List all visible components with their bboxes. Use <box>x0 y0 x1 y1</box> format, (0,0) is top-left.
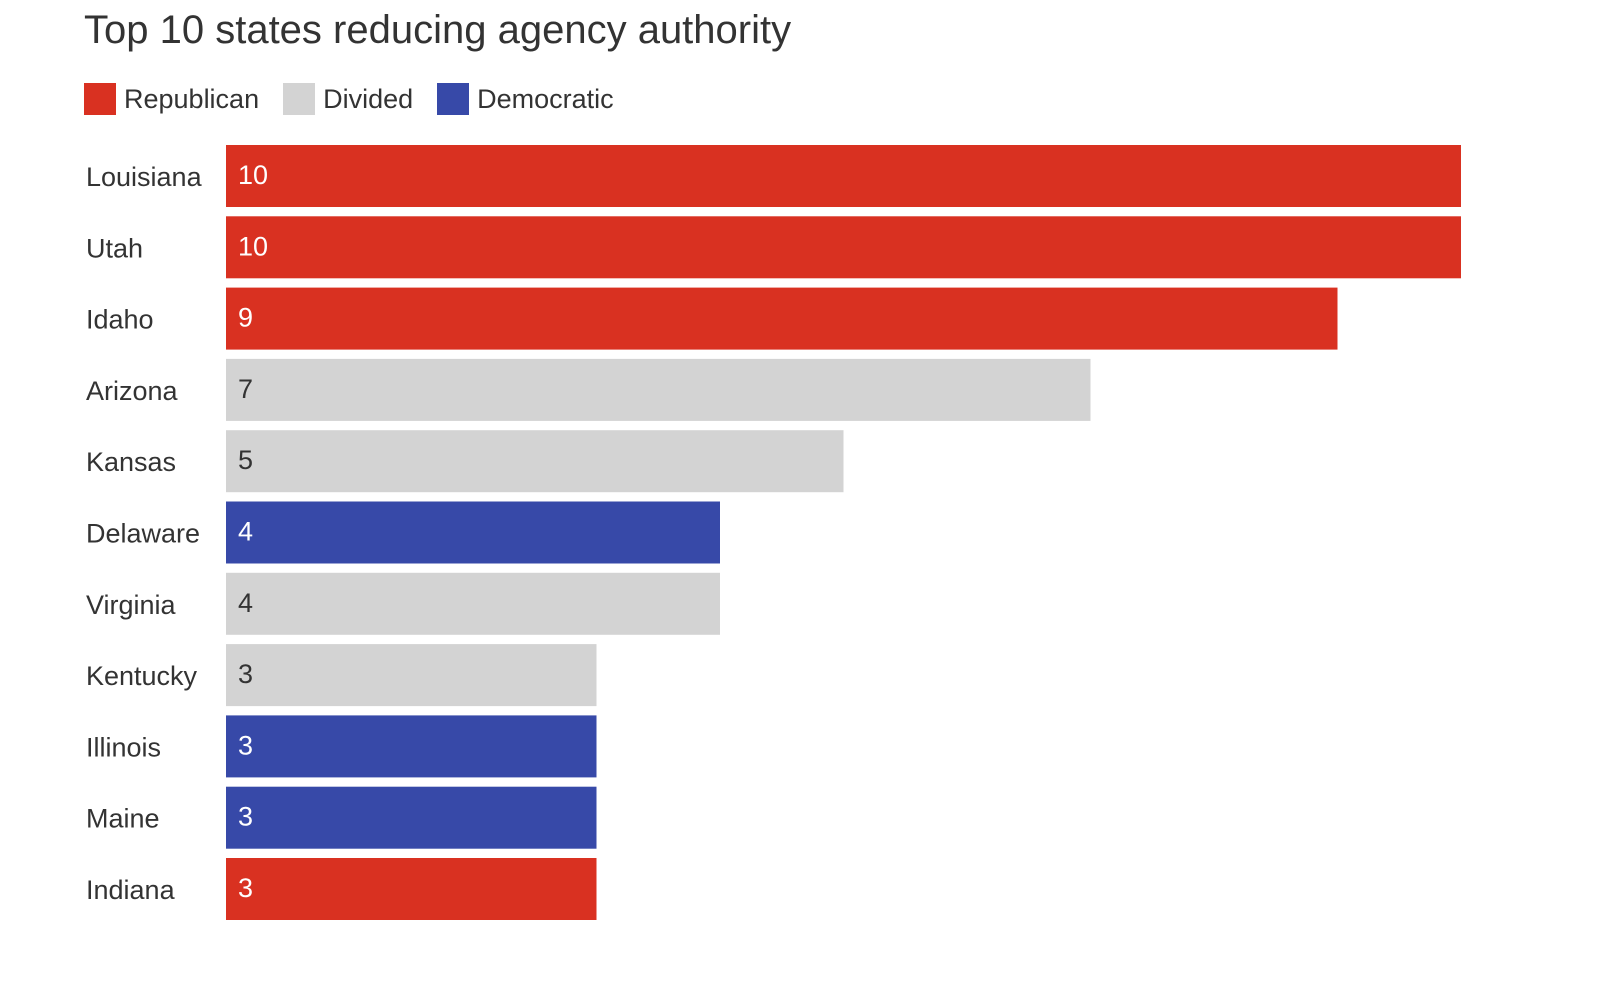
category-label-kansas: Kansas <box>86 447 176 477</box>
category-label-kentucky: Kentucky <box>86 661 198 691</box>
bar-indiana <box>226 858 597 920</box>
category-label-idaho: Idaho <box>86 305 154 335</box>
category-label-delaware: Delaware <box>86 519 200 549</box>
legend-label-republican: Republican <box>124 83 260 114</box>
bar-utah <box>226 216 1461 279</box>
legend-item-republican: Republican <box>84 83 259 115</box>
bar-maine <box>226 786 597 849</box>
chart-legend: Republican Divided Democratic <box>84 82 638 116</box>
bar-idaho <box>226 287 1338 350</box>
category-label-arizona: Arizona <box>86 376 179 406</box>
value-label-idaho: 9 <box>238 303 253 333</box>
value-label-utah: 10 <box>238 231 268 261</box>
value-label-louisiana: 10 <box>238 160 268 190</box>
value-label-illinois: 3 <box>238 730 253 760</box>
chart-title: Top 10 states reducing agency authority <box>84 8 792 52</box>
category-label-virginia: Virginia <box>86 590 177 620</box>
category-label-maine: Maine <box>86 804 160 834</box>
bar-kentucky <box>226 644 597 707</box>
legend-label-democratic: Democratic <box>477 83 614 114</box>
legend-swatch-democratic <box>437 83 470 115</box>
category-label-illinois: Illinois <box>86 732 161 762</box>
category-label-utah: Utah <box>86 233 143 263</box>
legend-item-democratic: Democratic <box>437 83 614 115</box>
value-label-arizona: 7 <box>238 374 253 404</box>
category-label-louisiana: Louisiana <box>86 162 203 192</box>
bar-kansas <box>226 430 844 493</box>
bar-delaware <box>226 501 720 564</box>
value-label-virginia: 4 <box>238 588 253 618</box>
legend-swatch-republican <box>84 83 116 115</box>
value-label-kansas: 5 <box>238 445 253 475</box>
legend-swatch-divided <box>283 83 316 115</box>
bar-arizona <box>226 358 1091 421</box>
bar-illinois <box>226 715 597 778</box>
value-label-kentucky: 3 <box>238 659 253 689</box>
legend-label-divided: Divided <box>323 83 414 114</box>
category-label-indiana: Indiana <box>86 875 176 905</box>
bar-virginia <box>226 572 720 635</box>
bar-louisiana <box>226 145 1461 207</box>
legend-item-divided: Divided <box>283 83 413 115</box>
value-label-delaware: 4 <box>238 517 253 547</box>
value-label-maine: 3 <box>238 802 253 832</box>
value-label-indiana: 3 <box>238 873 253 903</box>
